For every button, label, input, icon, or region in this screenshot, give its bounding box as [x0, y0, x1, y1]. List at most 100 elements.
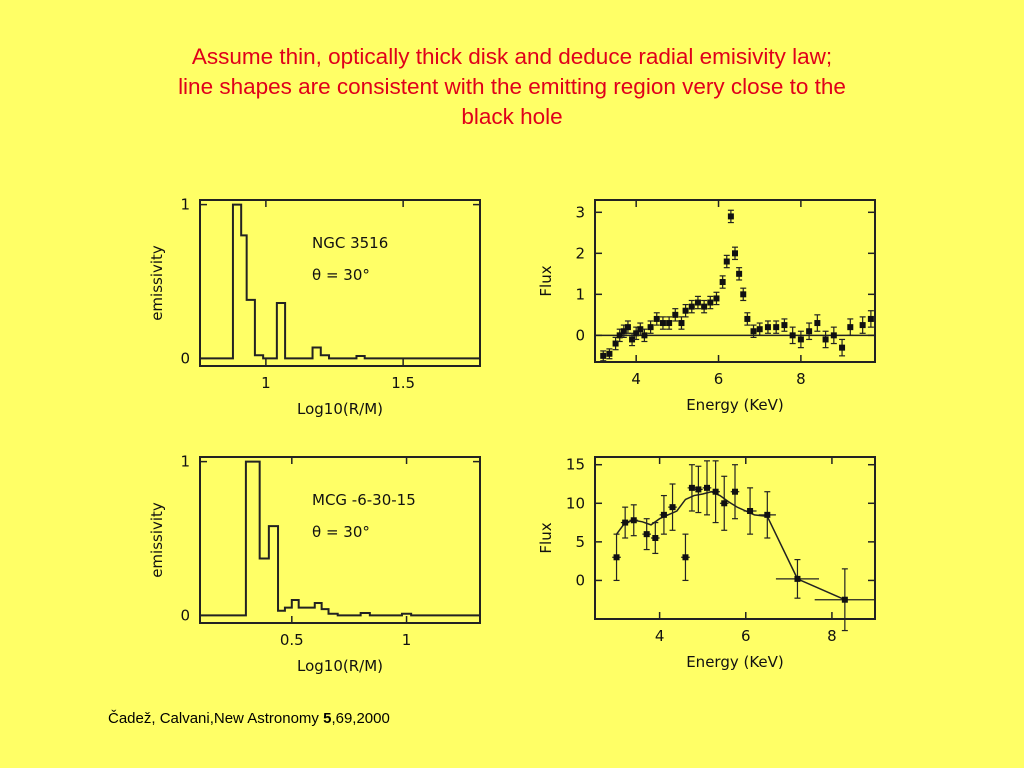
flux1-data-point [789, 332, 796, 339]
flux1-data-point [723, 258, 730, 265]
flux1-ytick-label: 1 [575, 285, 585, 303]
citation-volume: 5 [323, 710, 332, 727]
flux1-data-point [773, 324, 780, 331]
flux1-data-point [719, 279, 726, 286]
citation-pages-year: ,69,2000 [331, 710, 390, 727]
citation-authors: Čadež, Calvani,New Astronomy [108, 710, 324, 727]
flux2-data-point [669, 504, 676, 511]
flux2-data-point [652, 535, 659, 541]
flux1-data-point [653, 315, 660, 322]
emis2-plot-frame [199, 456, 481, 624]
flux2-data-point [688, 484, 695, 491]
flux2-data-point [794, 575, 801, 582]
flux2-model-line [615, 490, 846, 601]
flux1-data-point [606, 350, 613, 357]
slide-title: Assume thin, optically thick disk and de… [60, 42, 964, 132]
flux2-data-point [712, 488, 719, 495]
flux-chart-bottom: 4 6 8 0 5 10 15 Energy (KeV) Flux [515, 445, 885, 675]
emis2-ytick-label: 0 [180, 606, 190, 624]
flux2-data-point [732, 488, 738, 495]
flux1-data-point [682, 307, 689, 314]
emis2-annotation-object: MCG -6-30-15 [312, 491, 416, 509]
flux-chart-top-svg: 4 6 8 0 1 2 3 Energy (KeV) Flux [537, 199, 876, 414]
flux1-data-point [624, 324, 631, 331]
emis1-annotation-object: NGC 3516 [312, 234, 388, 252]
flux1-data-point [727, 213, 734, 220]
flux1-data-point [637, 326, 644, 333]
flux1-data-point [847, 324, 854, 331]
emis1-annotation-angle: θ = 30° [312, 266, 370, 284]
flux1-data-point [806, 328, 813, 335]
flux2-data-point [695, 486, 702, 493]
flux1-data-point [647, 324, 654, 331]
emis2-annotation-angle: θ = 30° [312, 523, 370, 541]
flux1-data-point [620, 328, 627, 335]
flux1-data-point [701, 303, 708, 310]
flux1-ytick-label: 2 [575, 244, 585, 262]
flux1-xtick-label: 4 [631, 370, 641, 388]
flux1-xtick-label: 8 [796, 370, 806, 388]
emis2-xtick-label: 1 [402, 631, 412, 649]
flux2-data-point [682, 554, 689, 561]
flux1-data-point [797, 336, 804, 343]
flux2-data-point [660, 511, 667, 518]
emissivity-chart-ngc3516-svg: 1 1.5 0 1 Log10(R/M) emissivity NGC 3516 θ = 30… [148, 196, 481, 418]
emis1-y-axis-label: emissivity [148, 245, 166, 321]
flux1-data-point [688, 303, 695, 310]
flux1-ytick-label: 0 [575, 326, 585, 344]
flux1-ytick-label: 3 [575, 203, 585, 221]
flux1-data-point [629, 336, 636, 343]
emis1-plot-frame [199, 199, 481, 367]
title-line-3: black hole [461, 104, 563, 129]
flux-chart-bottom-svg: 4 6 8 0 5 10 15 Energy (KeV) Flux [537, 456, 876, 671]
flux1-data-point [616, 332, 623, 339]
flux1-data-point [678, 320, 685, 327]
flux2-data-point [764, 511, 771, 518]
emis2-xtick-label: 0.5 [280, 631, 304, 649]
flux-chart-top: 4 6 8 0 1 2 3 Energy (KeV) Flux [515, 188, 885, 423]
citation: Čadež, Calvani,New Astronomy 5,69,2000 [108, 710, 390, 727]
flux1-data-point [859, 322, 866, 329]
flux1-y-axis-label: Flux [537, 265, 555, 296]
flux1-data-point [600, 352, 607, 359]
emis2-y-axis-label: emissivity [148, 502, 166, 578]
emissivity-chart-mcg: 0.5 1 0 1 Log10(R/M) emissivity MCG -6-30-15 θ … [140, 445, 490, 675]
emis1-ytick-label: 0 [180, 349, 190, 367]
flux1-x-axis-label: Energy (KeV) [686, 396, 784, 414]
flux2-data-point [747, 508, 754, 514]
emis1-emissivity-step-line [200, 203, 480, 360]
flux2-ytick-label: 0 [575, 571, 585, 589]
title-line-1: Assume thin, optically thick disk and de… [191, 44, 833, 69]
emissivity-chart-ngc3516: 1 1.5 0 1 Log10(R/M) emissivity NGC 3516 θ = 30… [140, 188, 490, 418]
flux1-data-point [713, 295, 720, 302]
flux1-data-point [764, 324, 771, 331]
flux2-data-point [613, 554, 620, 561]
flux2-xtick-label: 8 [827, 627, 837, 645]
flux1-data-point [612, 340, 619, 347]
emis1-xtick-label: 1.5 [391, 374, 415, 392]
flux1-data-point [830, 332, 837, 339]
flux1-data-point [666, 320, 673, 327]
flux1-data-point [867, 315, 874, 322]
flux1-data-point [732, 250, 738, 257]
flux2-ytick-label: 10 [566, 494, 585, 512]
emis1-xtick-label: 1 [261, 374, 271, 392]
flux1-data-point [814, 320, 821, 327]
flux1-data-point [839, 344, 846, 351]
flux2-plot-frame [594, 456, 876, 620]
flux1-plot-frame [594, 199, 876, 363]
flux1-data-point [756, 326, 763, 333]
emissivity-chart-mcg-svg: 0.5 1 0 1 Log10(R/M) emissivity MCG -6-30-15 θ … [148, 453, 481, 675]
flux2-data-point [704, 484, 710, 491]
flux1-data-point [659, 320, 666, 327]
flux1-data-point [694, 299, 701, 306]
flux1-data-point [672, 311, 679, 318]
flux1-data-point [633, 330, 640, 337]
flux2-x-axis-label: Energy (KeV) [686, 653, 784, 671]
title-line-2: line shapes are consistent with the emit… [178, 74, 846, 99]
flux2-data-point [630, 517, 637, 524]
flux2-xtick-label: 6 [741, 627, 751, 645]
flux2-data-point [721, 500, 728, 507]
flux2-ytick-label: 15 [566, 456, 585, 474]
flux1-data-point [822, 336, 829, 343]
